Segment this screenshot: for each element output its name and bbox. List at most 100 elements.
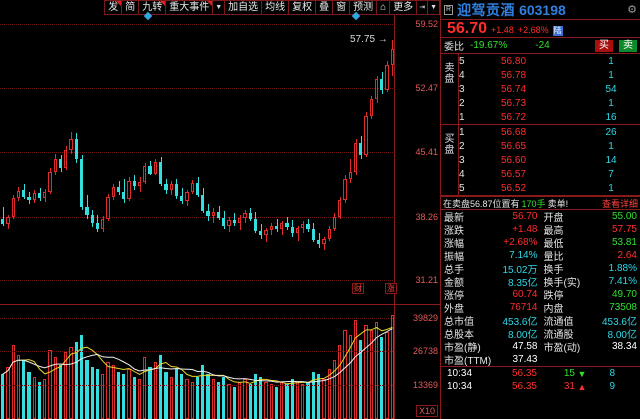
sell-button[interactable]: 卖 xyxy=(619,39,637,52)
volume-ma-line-5 xyxy=(2,326,393,385)
statistic-cell: 最低 53.81 xyxy=(541,235,640,250)
candle-body xyxy=(259,230,263,236)
statistic-label: 总市值 xyxy=(444,317,474,328)
statistic-cell: 最高 57.75 xyxy=(541,222,640,237)
toolbar-button-label: 叠 xyxy=(319,2,330,13)
candle-body xyxy=(101,218,105,229)
volume-bar xyxy=(285,384,289,419)
volume-bar xyxy=(80,334,84,419)
statistic-cell: 市盈(静) 47.58 xyxy=(441,339,541,354)
panel-divider xyxy=(0,304,440,305)
tick-up-arrow-icon: ▲ xyxy=(577,381,587,392)
statistic-row: 市盈(TTM) 37.43 xyxy=(441,353,640,367)
order-price: 56.74 xyxy=(500,83,527,95)
order-book-row[interactable]: 4 56.78 1 xyxy=(441,68,640,82)
volume-bar xyxy=(195,376,200,419)
order-book-row[interactable]: 2 56.65 1 xyxy=(441,139,640,153)
candle-body xyxy=(290,227,294,234)
toolbar-button-9[interactable]: 窗 xyxy=(332,0,350,15)
toolbar-button-label: ⇥ xyxy=(419,4,426,11)
toolbar-button-1[interactable]: 简 xyxy=(121,0,139,15)
candle-body xyxy=(285,223,289,228)
volume-bar xyxy=(306,381,310,419)
toolbar-button-5[interactable]: 加自选 xyxy=(224,0,262,15)
trade-tick-list[interactable]: 10:34 56.35 15 ▼ 8 10:34 56.35 31 ▲ 9 xyxy=(441,366,640,393)
statistic-label: 涨停 xyxy=(444,291,464,302)
stock-title-bar: R 迎驾贡酒 603198 ⚙ xyxy=(441,0,640,20)
order-book-row[interactable]: 3 56.74 54 xyxy=(441,82,640,96)
toolbar-button-12[interactable]: 更多 xyxy=(389,0,417,15)
toolbar-button-10[interactable]: 预测 xyxy=(349,0,377,15)
volume-bar xyxy=(111,364,115,419)
order-book-row[interactable]: 5 56.52 1 xyxy=(441,181,640,195)
notice-quantity: 170手 xyxy=(521,198,546,209)
price-chart-panel[interactable]: 59.52 52.47 45.41 38.26 31.21 57.75 → 财 涨 xyxy=(0,11,440,305)
statistic-row: 涨幅 +2.68% 最低 53.81 xyxy=(441,235,640,250)
statistic-value: 38.34 xyxy=(611,341,637,352)
toolbar-button-4[interactable]: ▼ xyxy=(212,0,225,15)
toolbar-button-14[interactable]: ▼ xyxy=(427,0,440,15)
price-change: +1.48 xyxy=(491,25,514,35)
view-detail-link[interactable]: 查看详细 xyxy=(601,198,638,209)
order-level: 4 xyxy=(459,168,465,180)
statistic-value: 7.41% xyxy=(608,276,637,287)
toolbar-button-label: ⌂ xyxy=(380,2,387,13)
statistic-cell: 涨停 60.74 xyxy=(441,287,541,302)
candle-body xyxy=(164,184,168,190)
statistic-value: 8.00亿 xyxy=(508,330,538,341)
toolbar-button-7[interactable]: 复权 xyxy=(288,0,316,15)
order-book-row[interactable]: 1 56.68 26 xyxy=(441,125,640,139)
buy-button[interactable]: 买 xyxy=(595,39,613,52)
chart-tag[interactable]: 财 xyxy=(352,283,364,294)
volume-bar xyxy=(122,374,126,419)
order-book-row[interactable]: 1 56.72 16 xyxy=(441,110,640,124)
candle-body xyxy=(153,161,157,174)
statistic-value: 47.58 xyxy=(512,341,538,352)
candle-wick xyxy=(3,207,4,227)
volume-bar xyxy=(90,367,94,419)
trade-tick-row[interactable]: 10:34 56.35 31 ▲ 9 xyxy=(441,380,640,393)
volume-bar xyxy=(116,371,121,419)
toolbar-button-11[interactable]: ⌂ xyxy=(376,0,390,15)
candle-wick xyxy=(298,226,299,241)
candle-body xyxy=(58,159,63,169)
quote-panel: R 迎驾贡酒 603198 ⚙ 56.70 +1.48 +2.68% 陆 委比 … xyxy=(440,0,640,419)
statistic-label: 金额 xyxy=(444,278,464,289)
statistic-label: 开盘 xyxy=(543,213,564,224)
gear-icon[interactable]: ⚙ xyxy=(627,4,637,16)
tick-price: 56.35 xyxy=(511,381,537,392)
toolbar-button-3[interactable]: 重大事件 xyxy=(165,0,213,15)
order-book-row[interactable]: 2 56.73 1 xyxy=(441,96,640,110)
volume-bar xyxy=(317,374,321,419)
statistic-value: +1.48 xyxy=(512,224,538,235)
toolbar-button-label: 更多 xyxy=(393,2,414,13)
candle-body xyxy=(195,182,200,196)
toolbar-button-13[interactable]: ⇥ xyxy=(416,0,428,15)
candle-body xyxy=(180,196,184,201)
order-book-row[interactable]: 3 56.60 14 xyxy=(441,153,640,167)
statistic-label: 换手(实) xyxy=(543,278,581,289)
order-book-row[interactable]: 5 56.80 1 xyxy=(441,54,640,68)
tick-volume: 31 xyxy=(563,381,575,392)
toolbar-button-2[interactable]: 九转 xyxy=(138,0,166,15)
volume-axis-label: 13369 xyxy=(412,380,438,391)
candle-body xyxy=(11,198,15,218)
candle-body xyxy=(364,115,368,156)
order-notice-bar[interactable]: 在卖盘56.87位置有 170手 卖单! 查看详细 xyxy=(441,196,640,210)
candle-body xyxy=(137,181,142,187)
order-book-row[interactable]: 4 56.57 7 xyxy=(441,167,640,181)
candle-wick xyxy=(124,179,125,203)
chart-tag[interactable]: 涨 xyxy=(385,283,397,294)
trade-tick-row[interactable]: 10:34 56.35 15 ▼ 8 xyxy=(441,367,640,380)
toolbar-button-0[interactable]: 发 xyxy=(104,0,122,15)
candle-body xyxy=(301,224,305,228)
candle-body xyxy=(111,187,115,198)
order-volume: 26 xyxy=(605,126,617,138)
statistic-value: 73508 xyxy=(609,302,637,313)
toolbar-button-8[interactable]: 叠 xyxy=(315,0,333,15)
volume-gridline xyxy=(0,318,395,320)
toolbar-button-6[interactable]: 均线 xyxy=(261,0,289,15)
candle-body xyxy=(353,142,358,172)
volume-chart-panel[interactable]: 39829 26738 13369 X10 xyxy=(0,305,440,419)
candle-body xyxy=(343,179,347,200)
